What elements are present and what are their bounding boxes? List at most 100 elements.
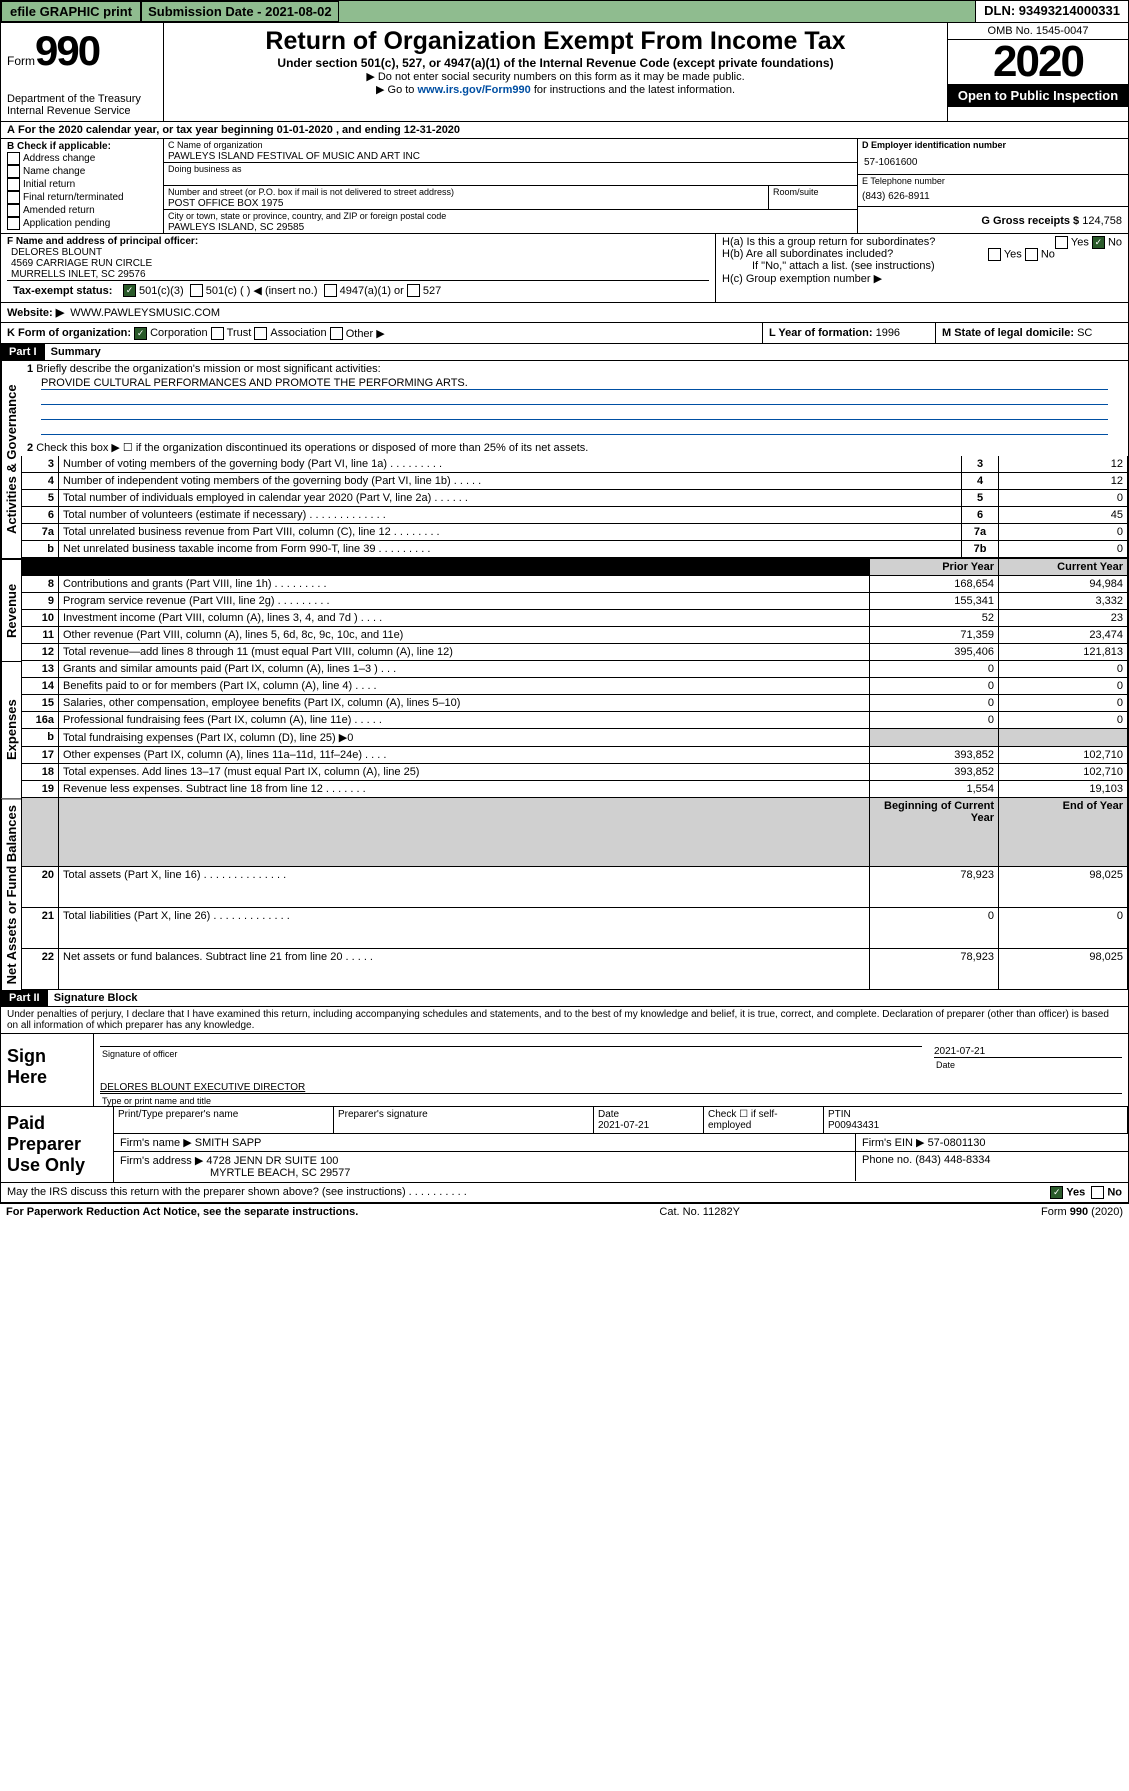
- dln-label: DLN: 93493214000331: [975, 1, 1128, 22]
- revenue-row: 8Contributions and grants (Part VIII, li…: [22, 576, 1128, 593]
- gross-receipts-value: 124,758: [1082, 215, 1122, 227]
- section-b-header: B Check if applicable:: [7, 141, 157, 152]
- firm-phone-label: Phone no.: [862, 1154, 912, 1166]
- city-label: City or town, state or province, country…: [164, 210, 857, 222]
- q1-mission-label: Briefly describe the organization's miss…: [36, 363, 380, 375]
- form-title: Return of Organization Exempt From Incom…: [172, 27, 939, 56]
- dept-treasury: Department of the Treasury: [7, 93, 157, 105]
- year-header-row: Prior YearCurrent Year: [22, 559, 1128, 576]
- paid-preparer-label: Paid Preparer Use Only: [1, 1107, 114, 1182]
- efile-print-button[interactable]: efile GRAPHIC print: [1, 1, 141, 22]
- cb-final-return[interactable]: Final return/terminated: [7, 191, 157, 204]
- org-name: PAWLEYS ISLAND FESTIVAL OF MUSIC AND ART…: [164, 151, 857, 162]
- cb-527[interactable]: [407, 284, 420, 297]
- officer-name: DELORES BLOUNT: [7, 247, 709, 258]
- cb-ha-no[interactable]: ✓: [1092, 236, 1105, 249]
- f-officer-label: F Name and address of principal officer:: [7, 236, 709, 247]
- revenue-row: 12Total revenue—add lines 8 through 11 (…: [22, 644, 1128, 661]
- revenue-row: 10Investment income (Part VIII, column (…: [22, 610, 1128, 627]
- sig-date-label: Date: [928, 1060, 1128, 1070]
- form-footer: Form 990 (2020): [1041, 1206, 1123, 1218]
- cb-assoc[interactable]: [254, 327, 267, 340]
- cb-hb-yes[interactable]: [988, 248, 1001, 261]
- phone-value: (843) 626-8911: [858, 187, 1128, 206]
- d-ein-label: D Employer identification number: [858, 139, 1128, 151]
- i-tax-exempt-label: Tax-exempt status:: [13, 285, 123, 297]
- expense-row: bTotal fundraising expenses (Part IX, co…: [22, 729, 1128, 747]
- cb-501c3[interactable]: ✓: [123, 284, 136, 297]
- sig-date-value: 2021-07-21: [934, 1036, 1122, 1058]
- g-gross-label: G Gross receipts $: [981, 215, 1079, 227]
- cb-other[interactable]: [330, 327, 343, 340]
- prep-name-hdr: Print/Type preparer's name: [114, 1107, 334, 1134]
- top-toolbar: efile GRAPHIC print Submission Date - 20…: [0, 0, 1129, 23]
- addr-label: Number and street (or P.O. box if mail i…: [164, 186, 768, 198]
- summary-row: bNet unrelated business taxable income f…: [22, 541, 1128, 558]
- cb-4947[interactable]: [324, 284, 337, 297]
- cb-corp[interactable]: ✓: [134, 327, 147, 340]
- cb-amended-return[interactable]: Amended return: [7, 204, 157, 217]
- cb-initial-return[interactable]: Initial return: [7, 178, 157, 191]
- firm-name: SMITH SAPP: [195, 1137, 262, 1149]
- form-subtitle-3: ▶ Go to www.irs.gov/Form990 for instruct…: [172, 83, 939, 96]
- side-net-assets: Net Assets or Fund Balances: [1, 798, 21, 990]
- summary-row: 7aTotal unrelated business revenue from …: [22, 524, 1128, 541]
- expense-row: 16aProfessional fundraising fees (Part I…: [22, 712, 1128, 729]
- year-formation: 1996: [876, 327, 900, 339]
- prep-ptin-hdr: PTINP00943431: [824, 1107, 1128, 1134]
- tax-year: 2020: [948, 40, 1128, 84]
- firm-addr: 4728 JENN DR SUITE 100: [206, 1155, 338, 1167]
- cb-501c[interactable]: [190, 284, 203, 297]
- part-1-title: Summary: [51, 346, 101, 358]
- expense-row: 14Benefits paid to or for members (Part …: [22, 678, 1128, 695]
- website-value: WWW.PAWLEYSMUSIC.COM: [70, 307, 220, 319]
- part-2-title: Signature Block: [54, 992, 138, 1004]
- cb-trust[interactable]: [211, 327, 224, 340]
- h-b-subordinates: H(b) Are all subordinates included? Yes …: [722, 248, 1122, 260]
- expense-row: 19Revenue less expenses. Subtract line 1…: [22, 781, 1128, 798]
- summary-row: 6Total number of volunteers (estimate if…: [22, 507, 1128, 524]
- open-public-badge: Open to Public Inspection: [948, 84, 1128, 107]
- part-1-badge: Part I: [1, 344, 45, 360]
- entity-block: B Check if applicable: Address change Na…: [0, 139, 1129, 234]
- officer-addr1: 4569 CARRIAGE RUN CIRCLE: [7, 258, 709, 269]
- irs-link[interactable]: www.irs.gov/Form990: [417, 84, 530, 96]
- summary-row: 5Total number of individuals employed in…: [22, 490, 1128, 507]
- cb-application-pending[interactable]: Application pending: [7, 217, 157, 230]
- cb-address-change[interactable]: Address change: [7, 152, 157, 165]
- balance-header-row: Beginning of Current YearEnd of Year: [22, 798, 1128, 867]
- typed-name-label: Type or print name and title: [94, 1096, 1128, 1106]
- form-header: Form990 Department of the Treasury Inter…: [0, 23, 1129, 122]
- e-phone-label: E Telephone number: [858, 174, 1128, 187]
- cb-discuss-yes[interactable]: ✓: [1050, 1186, 1063, 1199]
- officer-addr2: MURRELLS INLET, SC 29576: [7, 269, 709, 280]
- expense-row: 15Salaries, other compensation, employee…: [22, 695, 1128, 712]
- j-website-label: Website: ▶: [7, 306, 64, 319]
- c-name-label: C Name of organization: [164, 139, 857, 151]
- firm-addr-label: Firm's address ▶: [120, 1155, 203, 1167]
- firm-ein-label: Firm's EIN ▶: [862, 1137, 925, 1149]
- typed-name-title: DELORES BLOUNT EXECUTIVE DIRECTOR: [100, 1072, 1122, 1094]
- irs-label: Internal Revenue Service: [7, 105, 157, 117]
- prep-sig-hdr: Preparer's signature: [334, 1107, 594, 1134]
- cb-hb-no[interactable]: [1025, 248, 1038, 261]
- revenue-row: 9Program service revenue (Part VIII, lin…: [22, 593, 1128, 610]
- submission-date-badge: Submission Date - 2021-08-02: [141, 1, 339, 22]
- part-2-badge: Part II: [1, 990, 48, 1006]
- toolbar-spacer: [339, 1, 976, 22]
- k-form-org-label: K Form of organization:: [7, 327, 131, 339]
- line-a-calendar: A For the 2020 calendar year, or tax yea…: [1, 122, 466, 138]
- l-year-label: L Year of formation:: [769, 327, 873, 339]
- sig-officer-label: Signature of officer: [94, 1049, 928, 1059]
- form-subtitle-2: ▶ Do not enter social security numbers o…: [172, 70, 939, 83]
- h-a-group-return: H(a) Is this a group return for subordin…: [722, 236, 1122, 248]
- cb-discuss-no[interactable]: [1091, 1186, 1104, 1199]
- cb-name-change[interactable]: Name change: [7, 165, 157, 178]
- cb-ha-yes[interactable]: [1055, 236, 1068, 249]
- firm-name-label: Firm's name ▶: [120, 1137, 192, 1149]
- prep-date-hdr: Date2021-07-21: [594, 1107, 704, 1134]
- firm-ein: 57-0801130: [928, 1137, 986, 1149]
- firm-city: MYRTLE BEACH, SC 29577: [120, 1167, 350, 1179]
- side-revenue: Revenue: [1, 559, 21, 661]
- summary-row: 3Number of voting members of the governi…: [22, 456, 1128, 473]
